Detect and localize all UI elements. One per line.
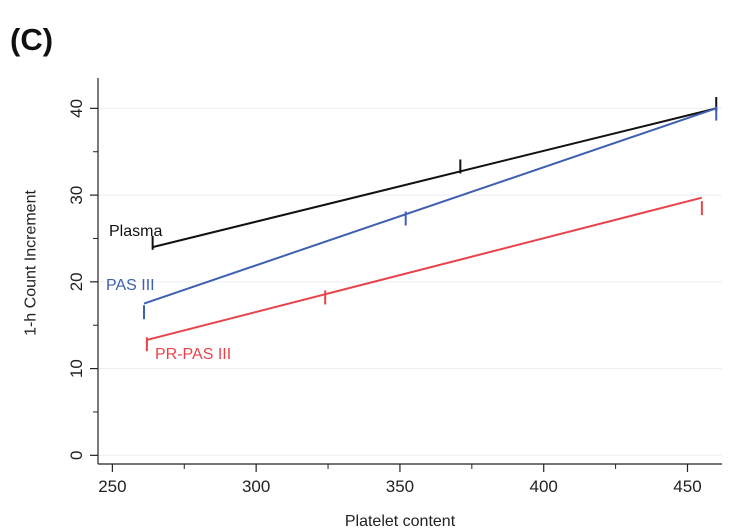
series-line-plasma [152, 107, 717, 249]
series-pr-pas-iii: PR-PAS III [145, 196, 703, 363]
series-pas-iii: PAS III [106, 106, 718, 320]
series-label-plasma: Plasma [109, 223, 162, 240]
x-axis-ticks: 250 300 350 400 450 [98, 464, 702, 496]
x-axis-title: Platelet content [345, 513, 456, 530]
panel-label: (C) [10, 22, 54, 57]
x-tick-label: 400 [530, 477, 558, 496]
x-tick-label: 250 [98, 477, 126, 496]
series-label-pas-iii: PAS III [106, 277, 155, 294]
x-tick-label: 300 [242, 477, 270, 496]
y-tick-label: 40 [67, 99, 86, 118]
y-tick-label: 10 [67, 359, 86, 378]
series-label-pr-pas-iii: PR-PAS III [155, 346, 231, 363]
axes [97, 78, 722, 465]
x-tick-label: 450 [673, 477, 701, 496]
y-tick-label: 30 [67, 186, 86, 205]
grid-lines [98, 107, 722, 456]
x-tick-label: 350 [386, 477, 414, 496]
y-tick-label: 0 [67, 451, 86, 460]
series-line-pr-pas-iii [146, 196, 703, 341]
series-plasma: Plasma [109, 97, 718, 250]
y-axis-title: 1-h Count Increment [23, 190, 40, 336]
y-axis-ticks: 0 10 20 30 40 [67, 99, 98, 460]
series-group: Plasma PAS III PR-PAS III [106, 97, 718, 363]
y-tick-label: 20 [67, 272, 86, 291]
series-line-pas-iii [143, 107, 717, 305]
